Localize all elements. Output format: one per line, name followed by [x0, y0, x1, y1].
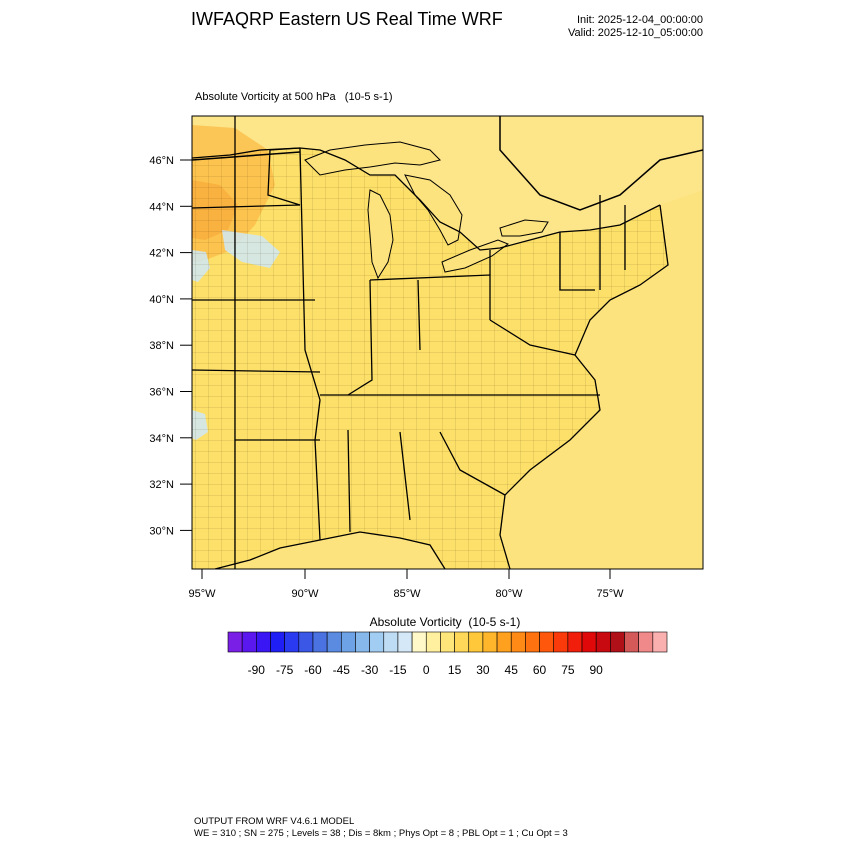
lake-erie [441, 239, 510, 273]
colorbar [227, 631, 668, 653]
colorbar-swatch [539, 631, 555, 653]
longitude-axis: 95°W 90°W 85°W 80°W 75°W [188, 569, 624, 600]
colorbar-swatch [425, 631, 441, 653]
country-border [192, 116, 703, 211]
colorbar-swatch [440, 631, 455, 653]
colorbar-swatch [482, 631, 498, 653]
colorbar-label: 15 [448, 663, 462, 677]
colorbar-label: 75 [561, 663, 575, 677]
colorbar-label: -60 [304, 663, 322, 677]
colorbar-swatch [355, 631, 370, 653]
colorbar-swatch [468, 631, 484, 653]
model-footer: OUTPUT FROM WRF V4.6.1 MODEL [194, 816, 355, 827]
colorbar-swatch [340, 631, 356, 653]
colorbar-label: 45 [505, 663, 519, 677]
colorbar-swatch [369, 631, 385, 653]
colorbar-swatch [397, 631, 413, 653]
colorbar-swatch [227, 631, 243, 653]
colorbar-swatch [496, 631, 512, 653]
lat-label: 46°N [149, 155, 174, 167]
colorbar-swatch [553, 631, 569, 653]
lat-label: 40°N [149, 294, 174, 306]
map-frame [191, 115, 704, 570]
init-time: Init: 2025-12-04_00:00:00 [577, 14, 703, 26]
colorbar-label: -15 [389, 663, 407, 677]
lat-label: 44°N [149, 201, 174, 213]
colorbar-swatch [326, 631, 342, 653]
lat-label: 30°N [149, 525, 174, 537]
colorbar-swatch [270, 631, 285, 653]
colorbar-swatch [652, 631, 668, 653]
colorbar-swatch [284, 631, 300, 653]
model-config-footer: WE = 310 ; SN = 275 ; Levels = 38 ; Dis … [194, 828, 568, 839]
latitude-axis: 46°N 44°N 42°N 40°N 38°N 36°N 34°N 32°N 30°N [149, 155, 192, 537]
lon-label: 85°W [393, 588, 421, 600]
lon-label: 75°W [596, 588, 624, 600]
lon-label: 90°W [291, 588, 319, 600]
colorbar-swatch [298, 631, 314, 653]
colorbar-swatch [638, 631, 654, 653]
lake-michigan [367, 189, 394, 280]
colorbar-swatch [454, 631, 470, 653]
colorbar-swatch [411, 631, 427, 653]
colorbar-swatch [610, 631, 625, 653]
colorbar-labels: -90 -75 -60 -45 -30 -15 0 15 30 45 60 75 90 [248, 663, 604, 677]
colorbar-label: -90 [248, 663, 266, 677]
lat-label: 36°N [149, 387, 174, 399]
colorbar-label: -30 [361, 663, 379, 677]
lon-label: 95°W [188, 588, 216, 600]
colorbar-swatch [624, 631, 639, 653]
colorbar-title: Absolute Vorticity (10-5 s-1) [369, 615, 521, 629]
state-borders [192, 116, 669, 569]
colorbar-swatch [510, 631, 526, 653]
colorbar-swatch [525, 631, 540, 653]
colorbar-swatch [567, 631, 583, 653]
colorbar-label: 30 [476, 663, 490, 677]
lat-label: 42°N [149, 248, 174, 260]
valid-time: Valid: 2025-12-10_05:00:00 [568, 27, 703, 39]
lat-label: 32°N [149, 479, 174, 491]
colorbar-swatch [383, 631, 399, 653]
colorbar-label: 90 [590, 663, 604, 677]
colorbar-label: -45 [333, 663, 351, 677]
lon-label: 80°W [495, 588, 523, 600]
colorbar-label: -75 [276, 663, 294, 677]
lat-label: 38°N [149, 340, 174, 352]
lat-label: 34°N [149, 433, 174, 445]
field-subtitle: Absolute Vorticity at 500 hPa (10-5 s-1) [195, 91, 393, 103]
lake-superior [304, 141, 441, 176]
colorbar-swatch [595, 631, 611, 653]
lake-ontario [499, 219, 549, 237]
colorbar-label: 0 [423, 663, 430, 677]
county-boundaries [192, 148, 668, 569]
colorbar-swatch [581, 631, 597, 653]
plot-title: IWFAQRP Eastern US Real Time WRF [191, 9, 503, 29]
colorbar-swatch [312, 631, 328, 653]
colorbar-swatch [241, 631, 257, 653]
colorbar-label: 60 [533, 663, 547, 677]
colorbar-swatch [256, 631, 271, 653]
